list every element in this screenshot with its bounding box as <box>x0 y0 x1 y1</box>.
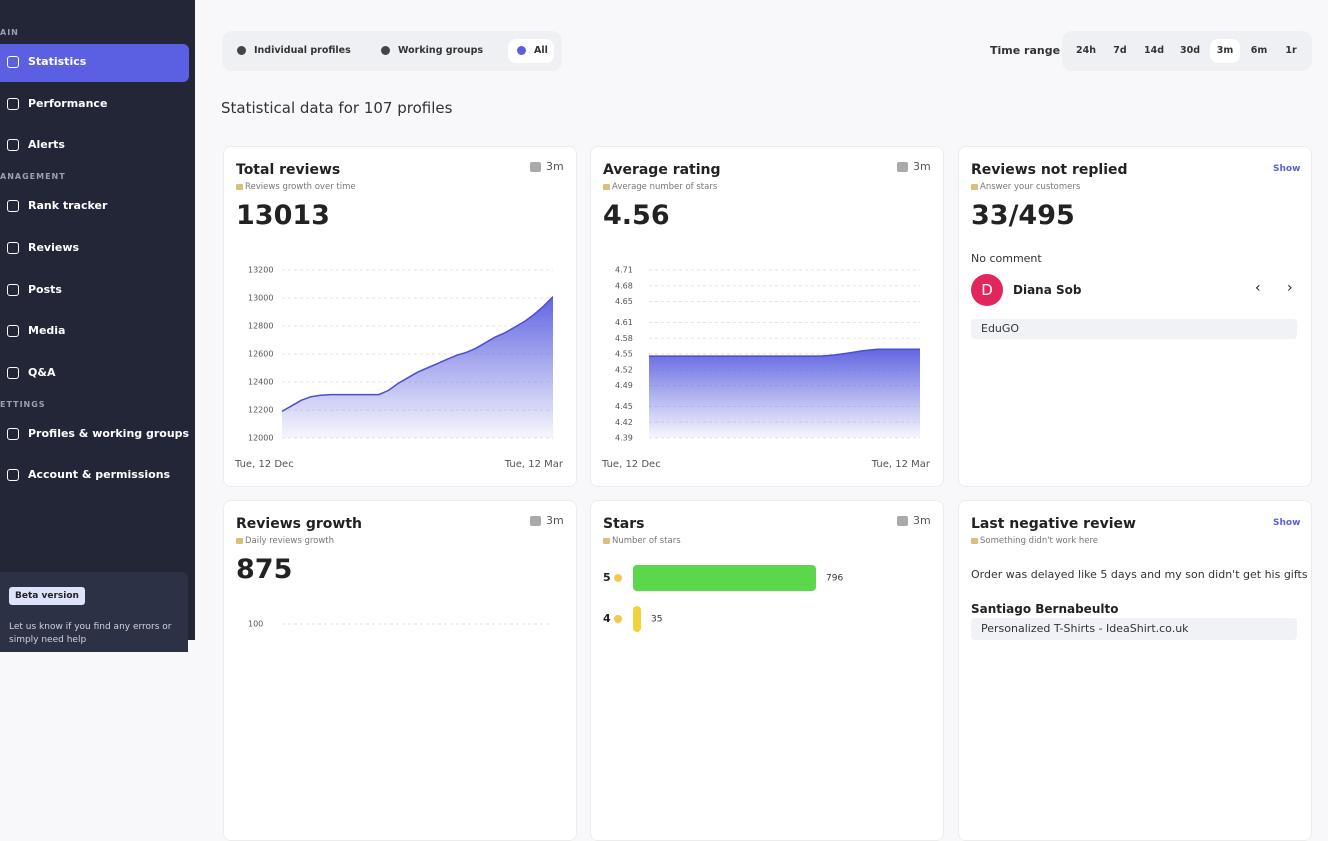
tab-icon <box>381 46 390 55</box>
tabs-bg <box>222 31 562 71</box>
badge: 3m <box>913 160 931 173</box>
card: Last negative review Show Something didn't… <box>958 500 1312 841</box>
avatar: D <box>971 274 1003 306</box>
range[interactable]: 24h <box>1076 45 1096 56</box>
nav-item[interactable]: Profiles & working groups <box>28 426 190 440</box>
beta-panel <box>0 572 188 652</box>
subtitle-icon <box>236 538 243 544</box>
active-item-bg <box>0 44 189 82</box>
card-title: Total reviews <box>236 162 341 178</box>
review-text: Order was delayed like 5 days and my son… <box>971 568 1312 581</box>
card-value: 13013 <box>236 200 330 231</box>
beta-badge: Beta version <box>9 587 85 605</box>
section-label: AIN <box>0 28 19 37</box>
badge: 3m <box>546 514 564 527</box>
nav-icon <box>7 241 19 254</box>
tab-icon <box>237 46 246 55</box>
nav-item[interactable]: Reviews <box>28 240 80 254</box>
card-title: Stars <box>603 516 645 532</box>
active-range-bg <box>1210 39 1240 63</box>
tab-icon <box>517 46 526 55</box>
range[interactable]: 1r <box>1285 45 1297 56</box>
subtitle-icon <box>971 184 978 190</box>
nav-item[interactable]: Statistics <box>28 55 87 68</box>
nav-icon <box>7 97 19 110</box>
card: Stars 3m Number of stars <box>590 500 944 841</box>
tab[interactable]: Working groups <box>398 45 484 56</box>
range[interactable]: 30d <box>1179 45 1201 56</box>
range[interactable]: 3m <box>1216 45 1234 56</box>
card-title: Last negative review <box>971 516 1136 532</box>
nav-icon <box>7 325 19 338</box>
profile-pill: EduGO <box>971 319 1297 339</box>
nav-item[interactable]: Posts <box>28 282 62 296</box>
card-title: Reviews growth <box>236 516 362 532</box>
status: No comment <box>971 252 1042 265</box>
show-link[interactable]: Show <box>1273 518 1301 528</box>
card-value: 4.56 <box>603 200 670 231</box>
prev[interactable]: ‹ <box>1255 280 1261 296</box>
card-title: Average rating <box>603 162 721 178</box>
badge-icon <box>530 162 541 172</box>
section-label: ETTINGS <box>0 399 46 409</box>
card: Total reviews 3m Reviews growth over time 1… <box>223 146 577 487</box>
card-subtitle: Number of stars <box>612 536 681 546</box>
nav-item[interactable]: Media <box>28 324 66 338</box>
show-link[interactable]: Show <box>1273 164 1301 174</box>
subtitle-icon <box>603 184 610 190</box>
heading: Statistical data for 107 profiles <box>221 99 453 117</box>
tab[interactable]: Individual profiles <box>254 45 351 56</box>
card: Reviews not replied Show Answer your custo… <box>958 146 1312 487</box>
card-value: 33/495 <box>971 200 1075 231</box>
nav-item[interactable]: Account & permissions <box>28 468 171 482</box>
card-subtitle: Something didn't work here <box>980 536 1099 546</box>
nav-icon <box>7 366 19 379</box>
badge-icon <box>897 162 908 172</box>
help-text: Let us know if you find any errors or si… <box>9 622 172 645</box>
subtitle-icon <box>971 538 978 544</box>
section-label: ANAGEMENT <box>0 172 66 182</box>
nav-icon <box>7 139 19 152</box>
author: Santiago Bernabeulto <box>971 602 1119 616</box>
subtitle-icon <box>236 184 243 190</box>
range[interactable]: 7d <box>1113 45 1127 56</box>
nav-icon <box>7 200 19 213</box>
badge: 3m <box>913 514 931 527</box>
card-subtitle: Reviews growth over time <box>245 182 356 192</box>
nav-item[interactable]: Q&A <box>28 365 56 379</box>
ranges-bg <box>1062 31 1312 71</box>
nav-item[interactable]: Alerts <box>28 138 65 152</box>
badge-icon <box>897 516 908 526</box>
range[interactable]: 6m <box>1250 45 1268 56</box>
author: Diana Sob <box>1013 283 1082 297</box>
nav-icon <box>7 56 19 68</box>
card: Average rating 3m Average number of stars 4… <box>590 146 944 487</box>
subtitle-icon <box>603 538 610 544</box>
active-tab-bg <box>508 39 554 63</box>
time-range-label: Time range <box>990 44 1061 57</box>
nav-item[interactable]: Performance <box>28 96 108 110</box>
card: Reviews growth 3m Daily reviews growth 875 <box>223 500 577 841</box>
card-subtitle: Daily reviews growth <box>245 536 335 546</box>
nav-icon <box>7 427 19 440</box>
card-title: Reviews not replied <box>971 162 1128 178</box>
badge-icon <box>530 516 541 526</box>
range[interactable]: 14d <box>1143 45 1165 56</box>
sidebar: AIN Statistics Performance Alerts ANAGEMENT R… <box>0 0 195 652</box>
nav-icon <box>7 469 19 482</box>
badge: 3m <box>546 160 564 173</box>
card-subtitle: Answer your customers <box>980 182 1081 192</box>
tab[interactable]: All <box>534 45 548 56</box>
nav-item[interactable]: Rank tracker <box>28 199 108 213</box>
card-subtitle: Average number of stars <box>612 182 718 192</box>
nav-icon <box>7 283 19 296</box>
next[interactable]: › <box>1287 280 1293 296</box>
card-value: 875 <box>236 554 293 585</box>
profile-pill: Personalized T-Shirts - IdeaShirt.co.uk <box>971 618 1297 640</box>
